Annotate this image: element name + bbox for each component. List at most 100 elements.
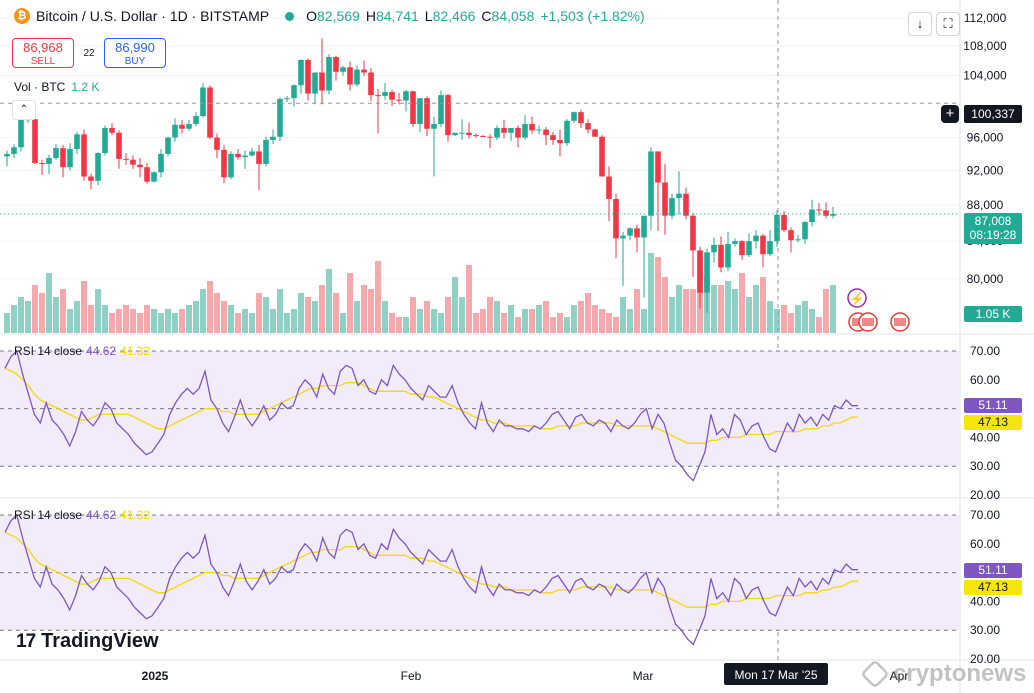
candle-body [277,98,283,137]
volume-bar [4,313,10,333]
sell-button[interactable]: 86,968 SELL [12,38,74,68]
candle-body [102,127,108,154]
volume-bar [760,277,766,333]
candle-body [732,241,738,244]
volume-value: 1.2 K [71,80,100,94]
volume-bar [774,309,780,333]
candle-body [802,221,808,240]
candle-body [830,213,836,216]
volume-bar [74,301,80,333]
candle-body [641,215,647,238]
tradingview-mark-icon: 17 [16,630,36,652]
tradingview-logo[interactable]: 17 TradingView [16,630,159,653]
volume-bar [662,277,668,333]
volume-bar [508,305,514,333]
candle-body [109,127,115,133]
arrow-down-icon[interactable]: ↓ [908,12,932,36]
candle-body [585,123,591,130]
volume-bar [46,273,52,333]
volume-bar [606,313,612,333]
price-tick-label: 92,000 [967,164,1004,178]
rsi-pane-1-tick-label: 60.00 [970,373,1000,387]
candle-body [403,91,409,101]
volume-badge: 1.05 K [964,306,1022,322]
candle-body [816,209,822,211]
chart-header: ₿ Bitcoin / U.S. Dollar · 1D · BITSTAMP … [14,8,645,24]
volume-bar [459,297,465,333]
candle-body [473,135,479,137]
candle-body [4,153,10,157]
volume-bar [305,297,311,333]
volume-bar [690,289,696,333]
volume-bar [431,309,437,333]
flag-stripes [862,318,874,326]
volume-bar [256,293,262,333]
candle-body [207,87,213,138]
volume-bar [263,297,269,333]
candle-body [284,98,290,100]
candle-body [620,235,626,239]
volume-bar [123,305,129,333]
volume-bar [18,297,24,333]
rsi-pane-2-tick-label: 40.00 [970,594,1000,608]
volume-bar [795,305,801,333]
price-tick-label: 88,000 [967,198,1004,212]
rsi-legend-2[interactable]: RSI 14 close 44.62 41.32 [14,508,150,522]
candle-body [340,67,346,72]
volume-bar [312,301,318,333]
volume-bar [410,297,416,333]
candle-body [74,134,80,149]
rsi-pane-2-tick-label: 20.00 [970,652,1000,666]
candle-body [676,193,682,199]
chevron-up-icon[interactable]: ⌃ [12,100,36,120]
symbol-title[interactable]: Bitcoin / U.S. Dollar · 1D · BITSTAMP [36,8,270,24]
candle-body [214,137,220,150]
rsi-ma-value-2: 41.32 [120,508,151,522]
candle-body [53,148,59,159]
buy-button[interactable]: 86,990 BUY [104,38,166,68]
price-tick-label: 104,000 [963,68,1007,82]
candle-body [445,95,451,136]
volume-legend[interactable]: Vol · BTC 1.2 K [14,80,99,94]
tradingview-wordmark: TradingView [41,630,159,652]
volume-bar [515,317,521,333]
volume-bar [179,309,185,333]
price-change: +1,503 (+1.82%) [540,8,645,24]
candle-body [767,241,773,255]
price-tick-label: 112,000 [964,11,1007,25]
volume-bar [718,285,724,333]
candle-body [326,57,332,91]
time-tick-label: 2025 [142,669,169,683]
cryptonews-watermark: cryptonews [860,659,1027,689]
candle-body [18,119,24,148]
volume-bar [382,301,388,333]
time-tick-label: Apr [890,669,909,683]
candle-body [46,158,52,164]
candle-body [396,99,402,101]
volume-bar [60,289,66,333]
sell-price: 86,968 [23,40,63,55]
volume-bar [550,317,556,333]
candle-body [165,137,171,154]
volume-bar [494,301,500,333]
buy-label: BUY [124,56,146,67]
volume-bar [88,305,94,333]
volume-bar [536,305,542,333]
volume-bar [424,301,430,333]
rsi-pane-1-tick-label: 40.00 [970,430,1000,444]
candle-body [270,136,276,141]
candle-body [172,124,178,138]
volume-bar [116,309,122,333]
cryptonews-wordmark: cryptonews [893,660,1027,687]
volume-bar [165,309,171,333]
volume-bar [592,305,598,333]
rsi-legend-1[interactable]: RSI 14 close 44.62 41.32 [14,344,150,358]
candle-body [634,228,640,238]
volume-bar [137,313,143,333]
add-alert-icon[interactable]: + [941,105,959,123]
price-tick-label: 108,000 [963,39,1007,53]
candle-body [389,92,395,100]
candle-body [123,158,129,160]
fullscreen-icon[interactable]: ⛶ [936,12,960,36]
